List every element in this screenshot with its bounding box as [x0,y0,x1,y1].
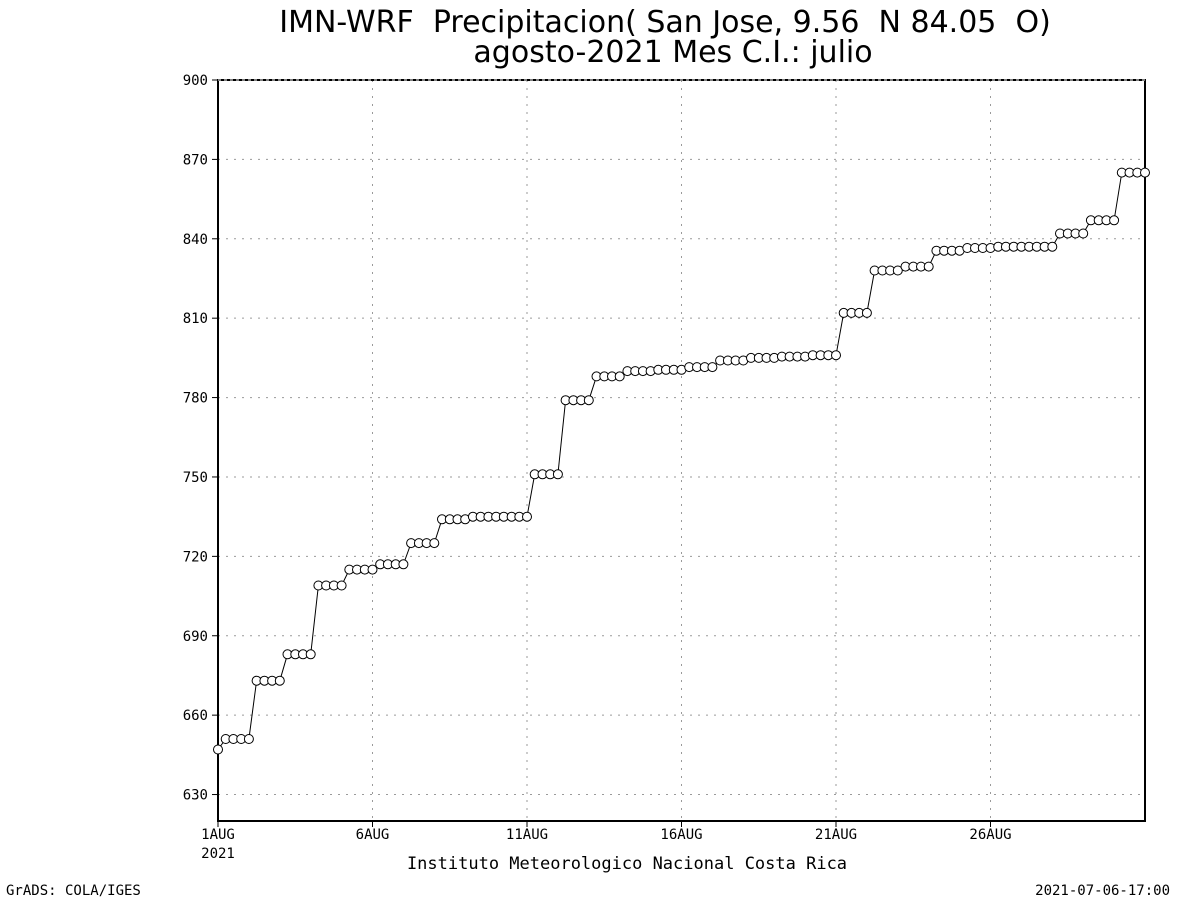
grid [218,80,1145,821]
y-tick-label: 720 [183,549,208,565]
plot-frame [217,79,1146,822]
x-tick-label: 21AUG [815,827,857,843]
x-tick-label: 11AUG [506,827,548,843]
series-line [217,172,1145,750]
x-axis-label: Instituto Meteorologico Nacional Costa R… [407,854,847,874]
y-tick-label: 750 [183,470,208,486]
data-point [367,564,378,575]
x-tick-label: 26AUG [969,827,1011,843]
data-point [892,265,903,276]
y-tick-label: 840 [183,232,208,248]
y-tick-label: 690 [183,629,208,645]
data-point [305,649,316,660]
data-point [336,580,347,591]
data-point [1078,228,1089,239]
data-point [707,362,718,373]
y-tick-label: 660 [183,708,208,724]
chart-subtitle: agosto-2021 Mes C.I.: julio [473,35,872,70]
y-tick-label: 870 [183,152,208,168]
data-point [583,395,594,406]
data-point [1109,215,1120,226]
y-tick-label: 630 [183,788,208,804]
data-point [243,734,254,744]
data-point [213,744,223,755]
data-point [274,675,285,686]
data-point [522,511,532,522]
y-tick-label: 810 [183,311,208,327]
data-point [923,261,934,272]
data-point [1047,241,1058,252]
x-axis: 1AUG 2021 6AUG 11AUG 16AUG 21AUG 26AUG [201,821,1012,862]
y-tick-label: 900 [183,73,208,89]
data-point [398,559,409,570]
x-tick-label: 16AUG [660,827,702,843]
y-axis: 630 660 690 720 750 780 810 840 870 900 [183,73,218,804]
footer-right-timestamp: 2021-07-06-17:00 [1035,883,1170,899]
data-point [861,307,872,318]
data-point [429,538,440,549]
y-tick-label: 780 [183,391,208,407]
data-point [1140,167,1150,178]
x-tick-sublabel: 2021 [201,846,235,862]
chart-title: IMN-WRF Precipitacion( San Jose, 9.56 N … [279,5,1051,40]
x-tick-label: 6AUG [356,827,390,843]
data-point [614,371,625,382]
data-point [831,350,841,361]
series-precipitation [213,167,1150,755]
footer-left-credit: GrADS: COLA/IGES [6,883,141,899]
data-point [552,469,563,480]
x-tick-label: 1AUG [201,827,235,843]
